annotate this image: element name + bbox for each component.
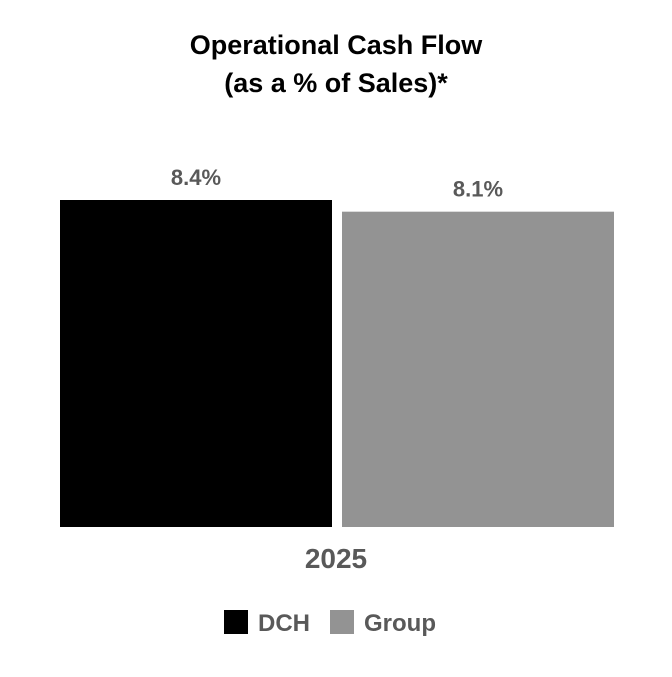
bar-group <box>342 211 614 527</box>
legend-label-group: Group <box>364 610 436 637</box>
legend-swatch-group <box>330 610 354 634</box>
chart-title-line-1: Operational Cash Flow <box>190 30 484 60</box>
legend-swatch-dch <box>224 610 248 634</box>
legend: DCH Group <box>224 610 436 637</box>
legend-label-dch: DCH <box>258 610 310 637</box>
data-label-dch: 8.4% <box>171 165 221 190</box>
data-label-group: 8.1% <box>453 177 503 202</box>
bars-layer: 8.4% 8.1% <box>60 165 614 527</box>
bar-dch <box>60 200 332 527</box>
chart-title-line-2: (as a % of Sales)* <box>224 68 448 98</box>
x-tick-label: 2025 <box>305 543 367 574</box>
